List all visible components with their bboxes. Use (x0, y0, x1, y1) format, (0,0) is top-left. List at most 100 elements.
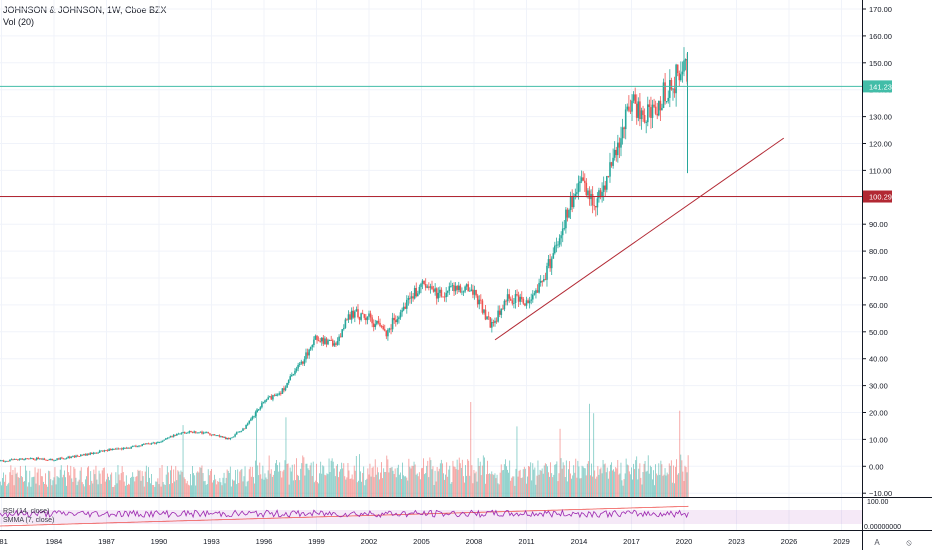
volume-bar (358, 480, 359, 497)
candle-body (368, 313, 370, 317)
indicator-legend: RSI (14, close) SMMA (7, close) (3, 507, 54, 525)
candle-body (75, 455, 77, 458)
volume-bar (477, 458, 479, 497)
volume-bar (479, 461, 481, 497)
volume-bar (200, 467, 202, 497)
volume-bar (299, 480, 301, 497)
candle-body (103, 450, 106, 452)
candle-body (406, 299, 408, 309)
volume-bar (317, 482, 318, 497)
candle-body (561, 228, 564, 236)
volume-bar (359, 454, 360, 497)
candle-body (35, 457, 38, 460)
volume-bar (642, 472, 644, 497)
volume-bar (263, 479, 265, 497)
candle-body (459, 285, 462, 293)
volume-bar (111, 472, 113, 497)
candle-body (569, 196, 572, 210)
candle-body (53, 460, 55, 462)
candle-body (390, 328, 392, 330)
candle-body (287, 380, 290, 384)
candle-body (486, 316, 488, 320)
volume-bar (495, 478, 497, 497)
volume-bar (54, 467, 56, 497)
candle-body (421, 280, 424, 284)
volume-bar (596, 476, 598, 497)
candle-body (339, 336, 342, 338)
volume-bar (284, 460, 286, 497)
volume-bar (584, 468, 586, 497)
candle-body (223, 437, 225, 438)
candle-body (0, 460, 2, 462)
volume-bar (447, 476, 449, 497)
volume-bar (660, 460, 662, 497)
volume-bar (270, 469, 272, 497)
volume-bar (72, 481, 74, 497)
volume-bar (204, 480, 206, 497)
volume-bar (15, 473, 17, 497)
candle-body (620, 138, 622, 148)
candle-body (120, 448, 123, 450)
volume-bar (587, 461, 589, 497)
volume-bar (257, 465, 259, 497)
volume-bar (564, 477, 566, 497)
time-tick-label: 1993 (203, 537, 220, 546)
volume-bar (288, 484, 290, 497)
candle-body (606, 176, 608, 190)
volume-bar (467, 459, 469, 497)
volume-bar (265, 477, 267, 497)
volume-bar (597, 466, 599, 497)
volume-bar (489, 473, 491, 497)
volume-bar (385, 472, 387, 497)
candle-body (146, 443, 148, 445)
candle-body (270, 396, 273, 400)
sma-line (0, 505, 689, 527)
candle-body (237, 431, 240, 433)
candle-body (191, 432, 194, 433)
volume-bar (46, 484, 47, 497)
candle-body (17, 459, 19, 461)
volume-bar (196, 472, 198, 497)
price-tick-label: 40.00 (869, 355, 888, 364)
candle-body (363, 314, 366, 318)
auto-scale-button[interactable]: A (874, 538, 880, 547)
volume-bar (309, 465, 311, 497)
volume-bar (530, 462, 532, 497)
volume-bar (643, 463, 645, 497)
volume-bar (478, 466, 480, 497)
volume-bar (614, 471, 616, 497)
volume-bar (229, 466, 231, 497)
volume-bar (19, 466, 21, 497)
candle-body (102, 450, 104, 452)
volume-bar (629, 474, 631, 497)
candle-body (443, 296, 446, 298)
time-tick-label: 2008 (466, 537, 483, 546)
volume-bar (24, 481, 25, 497)
volume-bar (346, 477, 348, 497)
volume-bar (113, 486, 115, 497)
candle-body (332, 340, 334, 346)
volume-bar (595, 478, 597, 497)
candle-body (388, 328, 391, 330)
candle-body (519, 296, 521, 302)
candle-body (374, 324, 377, 327)
volume-bar (648, 473, 650, 497)
volume-bar (541, 468, 543, 497)
candle-body (396, 319, 399, 323)
candle-body (328, 340, 331, 341)
candle-body (261, 402, 263, 408)
volume-bar (39, 468, 41, 497)
rsi-line (0, 508, 689, 519)
volume-bar (48, 470, 50, 497)
candle-body (555, 244, 558, 246)
log-scale-button[interactable]: ⦸ (906, 538, 912, 547)
candle-body (509, 298, 512, 301)
volume-bar (435, 481, 437, 497)
volume-bar (238, 483, 240, 497)
volume-bar (122, 472, 124, 497)
volume-bar (507, 469, 508, 497)
candle-body (226, 437, 228, 440)
volume-bar (425, 473, 427, 497)
candle-body (344, 319, 347, 328)
